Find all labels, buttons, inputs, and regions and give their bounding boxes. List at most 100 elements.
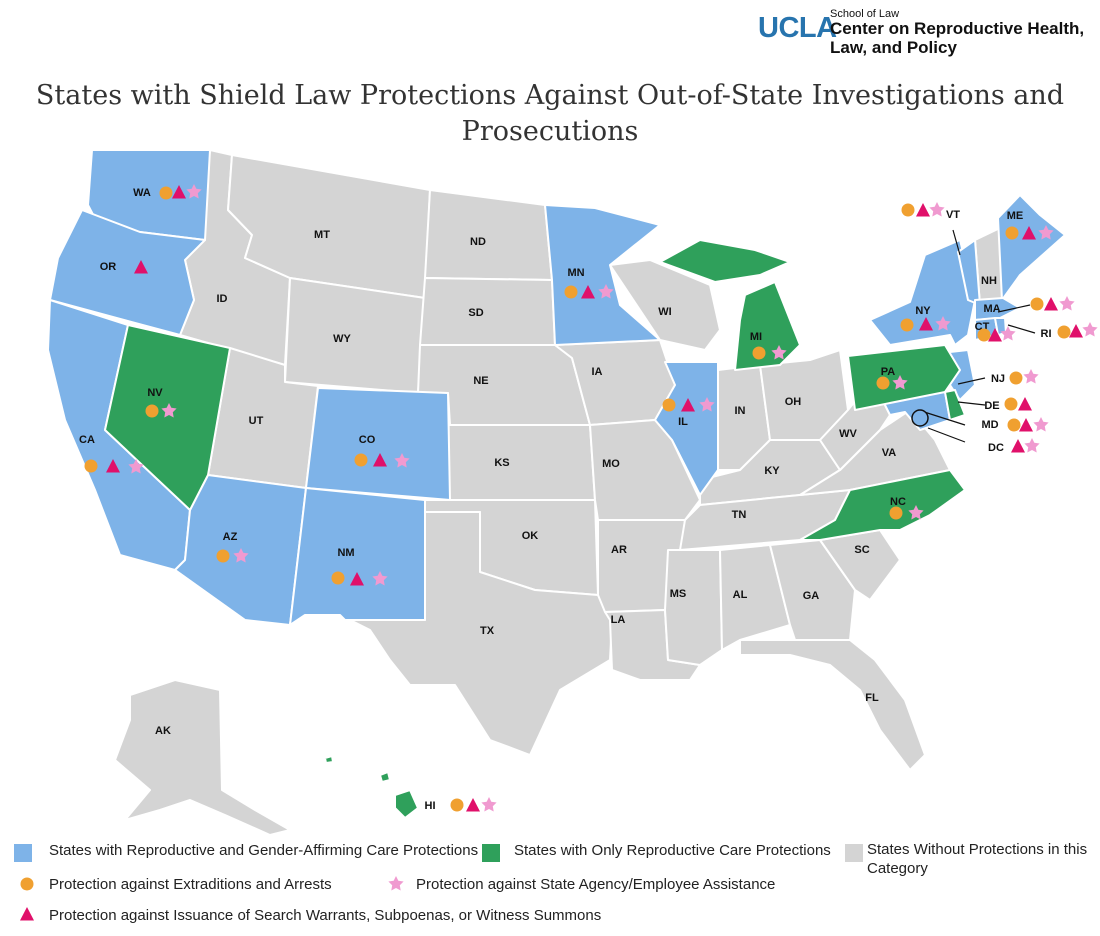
states-without-protections [114, 149, 1003, 836]
label-TX: TX [480, 625, 495, 637]
ny-circle-marker [900, 318, 914, 332]
az-circle-marker [216, 549, 230, 563]
label-CO: CO [359, 434, 376, 446]
label-OH: OH [785, 396, 802, 408]
il-circle-marker [662, 398, 676, 412]
state-NV [104, 324, 231, 511]
label-LA: LA [611, 614, 626, 626]
legend-triangle-icon [20, 907, 34, 921]
label-VT: VT [946, 209, 960, 221]
state-HI [324, 755, 419, 819]
label-SC: SC [854, 544, 869, 556]
legend-both-label: States with Reproductive and Gender-Affi… [49, 842, 479, 859]
legend-repro-only-label: States with Only Reproductive Care Prote… [514, 842, 831, 859]
label-NM: NM [337, 547, 354, 559]
vt-circle-marker [901, 203, 915, 217]
legend-star-icon [388, 876, 404, 891]
hi-star-marker [481, 797, 497, 812]
state-PA [847, 344, 961, 411]
map-title-line1: States with Shield Law Protections Again… [35, 80, 1065, 111]
state-ND [424, 189, 553, 281]
pa-circle-marker [876, 376, 890, 390]
legend-repro-only-swatch [482, 844, 500, 862]
state-MN [544, 204, 661, 346]
hi-triangle-marker [466, 798, 480, 812]
state-labels: WA OR CA NV ID MT WY UT AZ CO NM ND SD N… [79, 187, 1051, 812]
label-GA: GA [803, 590, 820, 602]
label-MT: MT [314, 229, 330, 241]
ma-star-marker [1059, 296, 1075, 311]
state-CO [305, 387, 451, 501]
label-IL: IL [678, 416, 688, 428]
label-WI: WI [658, 306, 671, 318]
label-NE: NE [473, 375, 488, 387]
state-MI [734, 281, 801, 371]
nc-circle-marker [889, 506, 903, 520]
label-TN: TN [732, 509, 747, 521]
label-AR: AR [611, 544, 627, 556]
nm-circle-marker [331, 571, 345, 585]
dc-marker [911, 409, 929, 427]
legend-none-label: States Without Protections in this Categ… [867, 840, 1087, 878]
label-NC: NC [890, 496, 906, 508]
label-SD: SD [468, 307, 483, 319]
label-NH: NH [981, 275, 997, 287]
label-KY: KY [764, 465, 780, 477]
dc-star-marker [1024, 438, 1040, 453]
de-triangle-marker [1018, 397, 1032, 411]
state-WY [284, 277, 426, 394]
co-circle-marker [354, 453, 368, 467]
legend-star-label: Protection against State Agency/Employee… [416, 876, 776, 893]
legend-circle-label: Protection against Extraditions and Arre… [49, 876, 332, 893]
label-FL: FL [865, 692, 879, 704]
label-MN: MN [567, 267, 584, 279]
vt-triangle-marker [916, 203, 930, 217]
center-name-line1: Center on Reproductive Health, [830, 19, 1085, 38]
label-HI: HI [425, 800, 436, 812]
state-MI-upper [659, 239, 791, 283]
label-OK: OK [522, 530, 539, 542]
label-RI: RI [1041, 328, 1052, 340]
label-IN: IN [735, 405, 746, 417]
center-name: Center on Reproductive Health, Law, and … [830, 19, 1100, 57]
state-SD [419, 277, 556, 346]
label-MA: MA [983, 303, 1000, 315]
label-WA: WA [133, 187, 151, 199]
state-MA [974, 297, 1021, 321]
ca-circle-marker [84, 459, 98, 473]
ucla-logo: UCLA School of Law Center on Reproductiv… [758, 8, 1098, 58]
md-circle-marker [1007, 418, 1021, 432]
mn-circle-marker [564, 285, 578, 299]
states-with-repro-only [104, 239, 966, 819]
label-PA: PA [881, 366, 896, 378]
ct-circle-marker [977, 328, 991, 342]
de-circle-marker [1004, 397, 1018, 411]
ri-circle-marker [1057, 325, 1071, 339]
state-FL [739, 639, 926, 771]
label-AL: AL [733, 589, 748, 601]
legend-circle-icon [20, 877, 34, 891]
state-NC [799, 469, 966, 541]
mi-circle-marker [752, 346, 766, 360]
label-DE: DE [984, 400, 999, 412]
label-MD: MD [981, 419, 998, 431]
ma-circle-marker [1030, 297, 1044, 311]
state-OR [49, 209, 206, 336]
legend-both-swatch [14, 844, 32, 862]
label-KS: KS [494, 457, 509, 469]
school-of-law-text: School of Law [830, 8, 900, 20]
hi-circle-marker [450, 798, 464, 812]
ucla-wordmark: UCLA [758, 12, 837, 44]
label-OR: OR [100, 261, 117, 273]
state-MS [664, 549, 723, 666]
label-NV: NV [147, 387, 163, 399]
vt-star-marker [929, 202, 945, 217]
map-title: States with Shield Law Protections Again… [10, 78, 1090, 150]
nj-circle-marker [1009, 371, 1023, 385]
label-DC: DC [988, 442, 1004, 454]
label-NJ: NJ [991, 373, 1005, 385]
label-NY: NY [915, 305, 931, 317]
legend-none-line1: States Without Protections in this [867, 841, 1088, 858]
label-AK: AK [155, 725, 171, 737]
state-NM [289, 487, 426, 626]
